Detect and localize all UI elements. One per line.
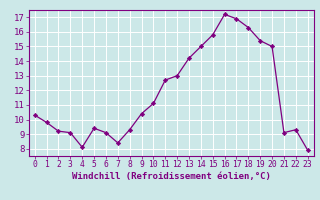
X-axis label: Windchill (Refroidissement éolien,°C): Windchill (Refroidissement éolien,°C)	[72, 172, 271, 181]
